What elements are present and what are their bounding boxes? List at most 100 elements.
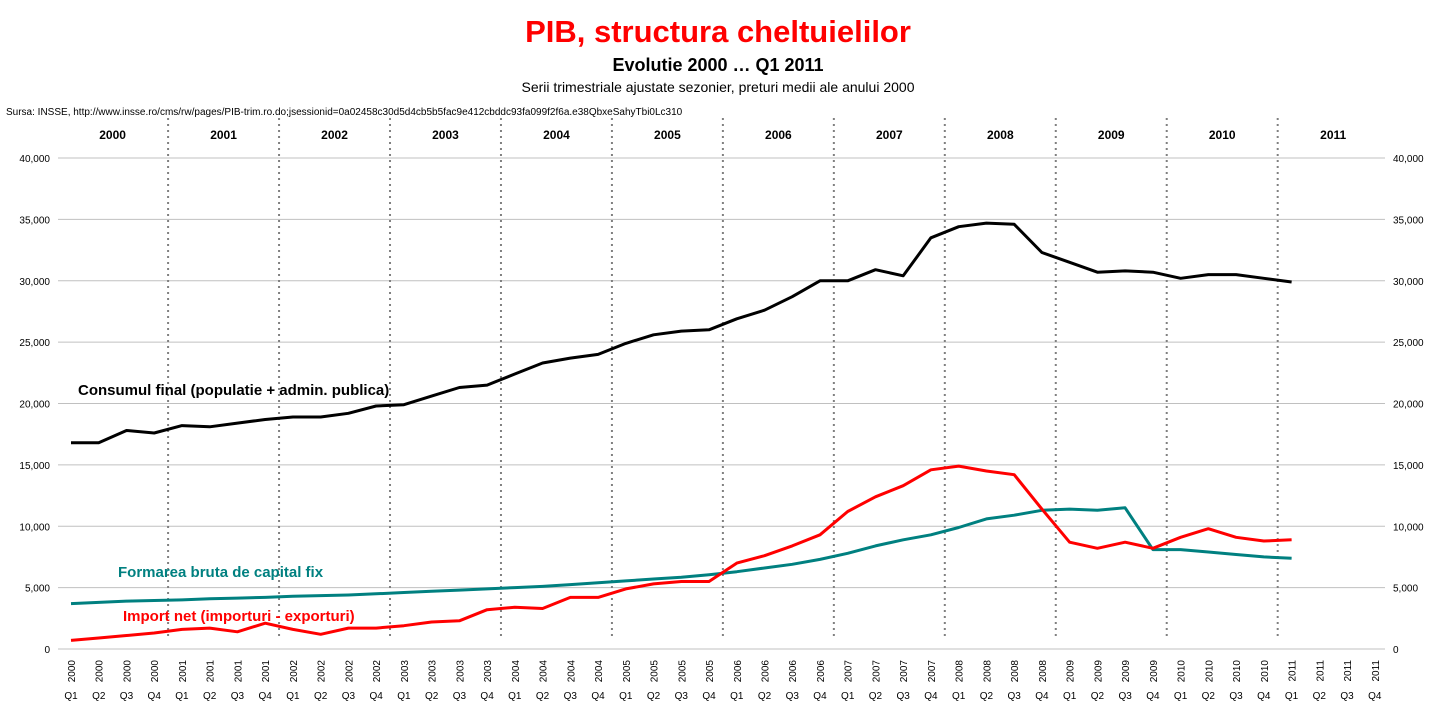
x-tick-year: 2006	[816, 660, 827, 683]
x-tick-year: 2002	[372, 660, 383, 683]
x-tick-quarter: Q3	[120, 691, 134, 702]
x-tick-year: 2004	[511, 660, 522, 683]
x-tick-quarter: Q3	[786, 691, 800, 702]
x-tick-year: 2008	[1010, 660, 1021, 683]
y-tick-label-left: 30,000	[19, 277, 50, 288]
x-tick-year: 2003	[455, 660, 466, 683]
x-tick-year: 2010	[1204, 660, 1215, 683]
y-tick-label-right: 10,000	[1393, 522, 1424, 533]
x-tick-year: 2006	[733, 660, 744, 683]
x-tick-quarter: Q2	[647, 691, 661, 702]
x-tick-year: 2010	[1260, 660, 1271, 683]
x-tick-quarter: Q2	[1202, 691, 1216, 702]
x-tick-quarter: Q4	[813, 691, 827, 702]
x-tick-quarter: Q1	[1174, 691, 1188, 702]
y-tick-label-right: 40,000	[1393, 154, 1424, 165]
x-tick-year: 2001	[261, 660, 272, 683]
x-tick-year: 2010	[1232, 660, 1243, 683]
y-tick-label-right: 20,000	[1393, 400, 1424, 411]
series-line-2	[70, 506, 1292, 606]
series-line-1	[71, 221, 1292, 445]
x-tick-quarter: Q3	[453, 691, 467, 702]
y-tick-label-right: 15,000	[1393, 461, 1424, 472]
x-tick-year: 2007	[899, 660, 910, 683]
x-tick-quarter: Q2	[203, 691, 217, 702]
chart-subtitle: Evolutie 2000 … Q1 2011	[612, 55, 824, 75]
x-tick-year: 2000	[122, 660, 133, 683]
x-tick-quarter: Q2	[869, 691, 883, 702]
x-tick-quarter: Q1	[508, 691, 522, 702]
x-tick-quarter: Q4	[259, 691, 273, 702]
series-label-3: Import net (importuri - exporturi)	[123, 608, 355, 625]
year-label: 2006	[765, 128, 792, 142]
x-tick-quarter: Q3	[675, 691, 689, 702]
x-tick-year: 2002	[344, 660, 355, 683]
x-tick-quarter: Q2	[980, 691, 994, 702]
x-tick-year: 2008	[982, 660, 993, 683]
x-tick-year: 2000	[150, 660, 161, 683]
x-tick-quarter: Q4	[924, 691, 938, 702]
x-tick-quarter: Q1	[175, 691, 189, 702]
year-label: 2002	[321, 128, 348, 142]
x-tick-quarter: Q4	[1257, 691, 1271, 702]
x-tick-year: 2009	[1093, 660, 1104, 683]
x-tick-year: 2009	[1066, 660, 1077, 683]
x-tick-year: 2006	[761, 660, 772, 683]
x-tick-year: 2005	[622, 660, 633, 683]
x-tick-year: 2011	[1315, 660, 1326, 682]
x-tick-year: 2003	[428, 660, 439, 683]
x-tick-quarter: Q4	[480, 691, 494, 702]
x-tick-quarter: Q4	[702, 691, 716, 702]
source-note: Sursa: INSSE, http://www.insse.ro/cms/rw…	[6, 107, 683, 118]
x-tick-quarter: Q2	[314, 691, 328, 702]
y-tick-label-left: 20,000	[19, 400, 50, 411]
x-tick-year: 2011	[1288, 660, 1299, 682]
x-tick-quarter: Q2	[536, 691, 550, 702]
x-tick-quarter: Q1	[397, 691, 411, 702]
y-tick-label-right: 30,000	[1393, 277, 1424, 288]
x-tick-quarter: Q4	[1146, 691, 1160, 702]
x-tick-quarter: Q1	[286, 691, 300, 702]
x-tick-quarter: Q3	[897, 691, 911, 702]
x-tick-quarter: Q1	[841, 691, 855, 702]
x-tick-year: 2003	[400, 660, 411, 683]
x-tick-quarter: Q4	[148, 691, 162, 702]
x-tick-year: 2005	[650, 660, 661, 683]
x-tick-year: 2004	[539, 660, 550, 683]
x-tick-quarter: Q4	[1368, 691, 1382, 702]
series-label-1: Consumul final (populatie + admin. publi…	[78, 382, 389, 399]
x-tick-year: 2006	[788, 660, 799, 683]
x-tick-year: 2007	[844, 660, 855, 683]
x-tick-year: 2001	[178, 660, 189, 683]
x-tick-year: 2002	[289, 660, 300, 683]
year-label: 2007	[876, 128, 903, 142]
chart-title: PIB, structura cheltuielilor	[525, 14, 911, 49]
x-tick-year: 2001	[233, 660, 244, 683]
year-label: 2011	[1320, 128, 1346, 142]
x-tick-year: 2008	[1038, 660, 1049, 683]
y-tick-label-left: 0	[44, 645, 50, 656]
x-tick-quarter: Q1	[730, 691, 744, 702]
x-tick-quarter: Q4	[1035, 691, 1049, 702]
y-tick-label-left: 10,000	[19, 522, 50, 533]
year-label: 2001	[210, 128, 237, 142]
x-tick-quarter: Q2	[1091, 691, 1105, 702]
x-tick-quarter: Q2	[425, 691, 439, 702]
year-label: 2000	[99, 128, 126, 142]
x-tick-year: 2003	[483, 660, 494, 683]
x-tick-year: 2007	[927, 660, 938, 683]
x-tick-year: 2007	[871, 660, 882, 683]
x-tick-year: 2009	[1149, 660, 1160, 683]
x-tick-year: 2010	[1177, 660, 1188, 683]
y-tick-label-right: 35,000	[1393, 215, 1424, 226]
y-tick-label-right: 25,000	[1393, 338, 1424, 349]
x-tick-quarter: Q2	[1313, 691, 1327, 702]
y-tick-label-left: 40,000	[19, 154, 50, 165]
x-tick-quarter: Q2	[758, 691, 772, 702]
x-tick-year: 2005	[677, 660, 688, 683]
x-tick-year: 2004	[594, 660, 605, 683]
x-tick-quarter: Q1	[1063, 691, 1077, 702]
x-tick-year: 2011	[1343, 660, 1354, 682]
year-label: 2010	[1209, 128, 1236, 142]
x-tick-quarter: Q3	[1229, 691, 1243, 702]
